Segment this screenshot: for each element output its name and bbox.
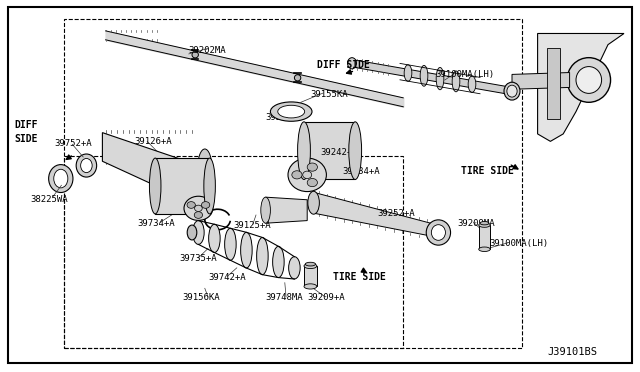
Text: 39242MA: 39242MA [266, 113, 303, 122]
Text: 39209+A: 39209+A [307, 293, 345, 302]
Ellipse shape [305, 262, 316, 266]
Ellipse shape [567, 58, 611, 102]
Ellipse shape [307, 179, 317, 187]
Polygon shape [102, 133, 205, 208]
Polygon shape [304, 122, 355, 179]
Text: J39101BS: J39101BS [547, 347, 597, 356]
Ellipse shape [225, 228, 236, 260]
Ellipse shape [81, 158, 92, 173]
Ellipse shape [479, 247, 490, 251]
Text: 39752+A: 39752+A [54, 139, 92, 148]
Ellipse shape [348, 58, 356, 69]
Text: 39202MA: 39202MA [189, 46, 227, 55]
Ellipse shape [209, 224, 220, 253]
Bar [304, 266, 317, 286]
Ellipse shape [292, 171, 302, 179]
Ellipse shape [273, 246, 284, 278]
Ellipse shape [202, 202, 210, 208]
Text: 39155KA: 39155KA [310, 90, 348, 99]
Text: 39125+A: 39125+A [234, 221, 271, 230]
Text: 39100MA(LH): 39100MA(LH) [435, 70, 494, 79]
Polygon shape [266, 197, 307, 223]
Ellipse shape [49, 164, 73, 193]
Ellipse shape [198, 149, 212, 186]
Text: 39735+A: 39735+A [179, 254, 217, 263]
Polygon shape [314, 192, 435, 237]
Ellipse shape [431, 225, 445, 240]
Text: 39734+A: 39734+A [138, 219, 175, 228]
Ellipse shape [76, 154, 97, 177]
Ellipse shape [304, 284, 317, 289]
Polygon shape [547, 48, 560, 119]
Ellipse shape [479, 223, 490, 227]
Ellipse shape [241, 232, 252, 268]
Polygon shape [155, 158, 209, 214]
Text: SIDE: SIDE [14, 135, 38, 144]
Ellipse shape [192, 52, 198, 58]
Ellipse shape [288, 158, 326, 192]
Ellipse shape [576, 67, 602, 93]
Ellipse shape [204, 158, 215, 214]
Ellipse shape [307, 163, 317, 171]
Text: 39242+A: 39242+A [320, 148, 358, 157]
Ellipse shape [193, 221, 204, 244]
Ellipse shape [184, 196, 212, 220]
Ellipse shape [303, 171, 312, 179]
Ellipse shape [436, 67, 444, 90]
Ellipse shape [304, 263, 317, 269]
Text: 39156KA: 39156KA [182, 293, 220, 302]
Ellipse shape [298, 122, 310, 179]
Ellipse shape [404, 65, 412, 81]
Text: 39252+A: 39252+A [378, 209, 415, 218]
Ellipse shape [504, 82, 520, 100]
Ellipse shape [278, 105, 305, 118]
Text: 39748MA: 39748MA [266, 293, 303, 302]
Ellipse shape [289, 257, 300, 279]
Ellipse shape [294, 75, 301, 81]
Ellipse shape [195, 205, 202, 211]
Ellipse shape [507, 85, 517, 97]
Ellipse shape [420, 65, 428, 86]
Ellipse shape [349, 122, 362, 179]
Text: 39100MA(LH): 39100MA(LH) [490, 239, 548, 248]
Text: 39126+A: 39126+A [134, 137, 172, 146]
Ellipse shape [480, 221, 489, 225]
Polygon shape [512, 73, 570, 89]
Ellipse shape [187, 202, 195, 208]
Text: TIRE SIDE: TIRE SIDE [461, 166, 514, 176]
Ellipse shape [187, 225, 197, 240]
Text: DIFF SIDE: DIFF SIDE [317, 60, 370, 70]
Ellipse shape [257, 237, 268, 275]
Ellipse shape [426, 220, 451, 245]
Ellipse shape [270, 102, 312, 121]
Polygon shape [352, 60, 512, 95]
Ellipse shape [54, 169, 68, 188]
Text: DIFF: DIFF [14, 120, 38, 129]
FancyBboxPatch shape [8, 7, 632, 363]
Text: 39209MA: 39209MA [458, 219, 495, 228]
Text: 39234+A: 39234+A [342, 167, 380, 176]
Ellipse shape [452, 71, 460, 92]
Bar [479, 225, 490, 249]
Polygon shape [538, 33, 624, 141]
Ellipse shape [468, 76, 476, 92]
Text: 38225WA: 38225WA [31, 195, 68, 203]
Ellipse shape [308, 191, 319, 214]
Text: 39742+A: 39742+A [208, 273, 246, 282]
Ellipse shape [261, 197, 270, 223]
Text: TIRE SIDE: TIRE SIDE [333, 272, 386, 282]
Ellipse shape [150, 158, 161, 214]
Ellipse shape [195, 212, 202, 218]
